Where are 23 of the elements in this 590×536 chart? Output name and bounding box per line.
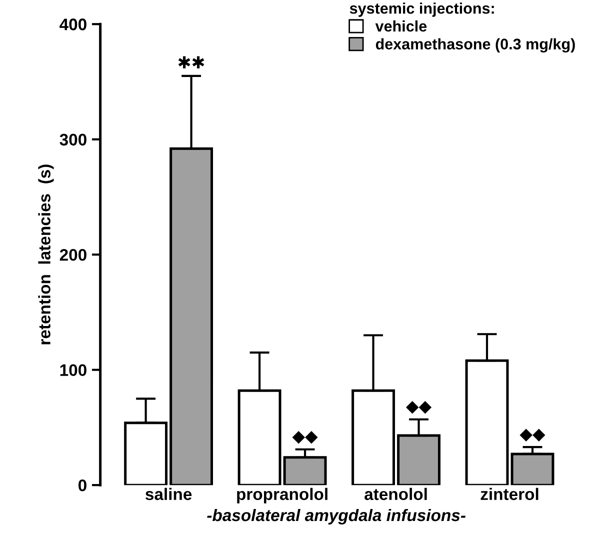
y-tick-label: 200 (60, 249, 86, 261)
y-tick-label: 100 (60, 364, 86, 376)
legend-title: systemic injections: (350, 2, 494, 17)
y-axis-title: retention latencies (s) (38, 164, 54, 344)
bar (465, 359, 509, 486)
y-tick-label: 0 (78, 479, 86, 492)
bar (352, 389, 395, 486)
annotation: ◆◆ (520, 428, 546, 442)
x-tick-label: saline (146, 488, 192, 500)
x-tick-label: atenolol (364, 488, 427, 500)
annotation: ◆◆ (292, 431, 318, 444)
legend-label: vehicle (375, 20, 427, 32)
x-axis-title: -basolateral amygdala infusions- (207, 508, 466, 524)
y-tick-label: 300 (60, 134, 86, 146)
bar (397, 434, 440, 486)
annotation: ✱✱ (178, 56, 204, 68)
annotation: ◆◆ (406, 401, 432, 414)
bar (170, 147, 214, 486)
y-tick-label: 400 (60, 18, 86, 30)
x-tick-label: zinterol (480, 488, 538, 500)
legend-label: dexamethasone (0.3 mg/kg) (376, 38, 575, 53)
x-tick-label: propranolol (237, 488, 328, 504)
bar (238, 389, 282, 486)
